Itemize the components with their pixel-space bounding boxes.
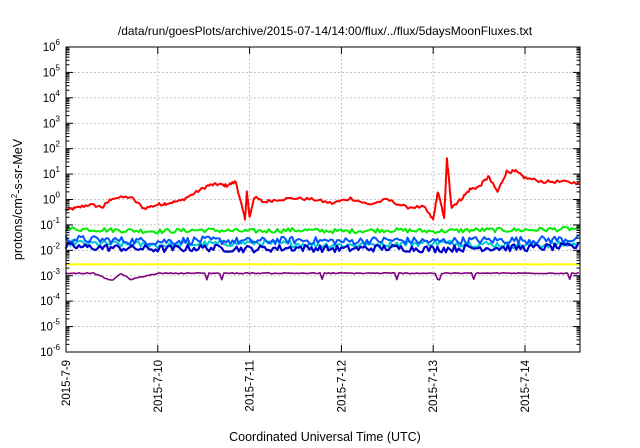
y-tick-base: 10	[40, 322, 53, 334]
y-tick-exponent: 0	[56, 191, 61, 200]
y-tick-exponent: -3	[53, 267, 61, 276]
y-tick-base: 10	[40, 245, 53, 257]
y-tick-label: 100	[43, 191, 61, 207]
y-tick-label: 102	[43, 140, 61, 156]
y-tick-label: 10-5	[40, 318, 60, 334]
y-tick-exponent: 4	[56, 89, 61, 98]
y-tick-label: 10-6	[40, 343, 60, 359]
y-tick-base: 10	[43, 144, 56, 156]
y-tick-exponent: 3	[56, 114, 61, 123]
data-series	[64, 157, 580, 281]
series-line-6	[65, 263, 580, 266]
y-tick-base: 10	[40, 296, 53, 308]
series-line-5	[64, 242, 580, 254]
series-line-2	[65, 225, 580, 235]
y-tick-base: 10	[43, 195, 56, 207]
y-tick-label: 10-2	[40, 241, 60, 257]
y-tick-exponent: 2	[56, 140, 61, 149]
y-tick-label: 10-4	[40, 292, 60, 308]
x-tick-labels: 2015-7-9 2015-7-10 2015-7-11 2015-7-12 2015-…	[61, 359, 532, 412]
y-tick-exponent: 6	[56, 38, 61, 47]
y-tick-base: 10	[43, 67, 56, 79]
y-tick-labels: 10610510410310210110010-110-210-310-410-…	[40, 38, 60, 359]
series-line-4	[65, 234, 580, 246]
x-tick-label: 2015-7-13	[428, 360, 440, 412]
y-tick-exponent: -2	[53, 241, 61, 250]
y-tick-label: 103	[43, 114, 61, 130]
y-tick-label: 104	[43, 89, 61, 105]
x-tick-label: 2015-7-9	[61, 360, 73, 406]
y-tick-base: 10	[43, 118, 56, 130]
y-tick-label: 10-1	[40, 216, 60, 232]
x-tick-label: 2015-7-14	[520, 359, 532, 412]
y-tick-base: 10	[43, 93, 56, 105]
chart-title: /data/run/goesPlots/archive/2015-07-14/1…	[118, 24, 533, 38]
y-tick-exponent: -6	[53, 343, 61, 352]
y-tick-label: 106	[43, 38, 61, 54]
y-tick-exponent: -5	[53, 318, 61, 327]
x-tick-label: 2015-7-10	[153, 360, 165, 412]
x-axis-label: Coordinated Universal Time (UTC)	[229, 430, 421, 444]
x-tick-label: 2015-7-11	[245, 360, 257, 412]
y-tick-base: 10	[43, 42, 56, 54]
y-tick-base: 10	[40, 220, 53, 232]
y-tick-label: 101	[43, 165, 61, 181]
series-line-7	[65, 271, 579, 281]
y-tick-label: 105	[43, 63, 61, 79]
y-tick-exponent: 5	[56, 63, 61, 72]
y-tick-base: 10	[40, 271, 53, 283]
y-tick-exponent: -4	[53, 292, 61, 301]
y-axis-label: protons/cm2-s-sr-MeV	[10, 138, 25, 260]
x-tick-label: 2015-7-12	[336, 360, 348, 412]
y-tick-exponent: -1	[53, 216, 61, 225]
axis-ticks	[65, 46, 580, 353]
series-line-1	[65, 157, 580, 221]
y-tick-label: 10-3	[40, 267, 60, 283]
y-tick-base: 10	[40, 347, 53, 359]
grid-lines	[66, 47, 580, 352]
y-tick-base: 10	[43, 169, 56, 181]
y-tick-exponent: 1	[56, 165, 61, 174]
